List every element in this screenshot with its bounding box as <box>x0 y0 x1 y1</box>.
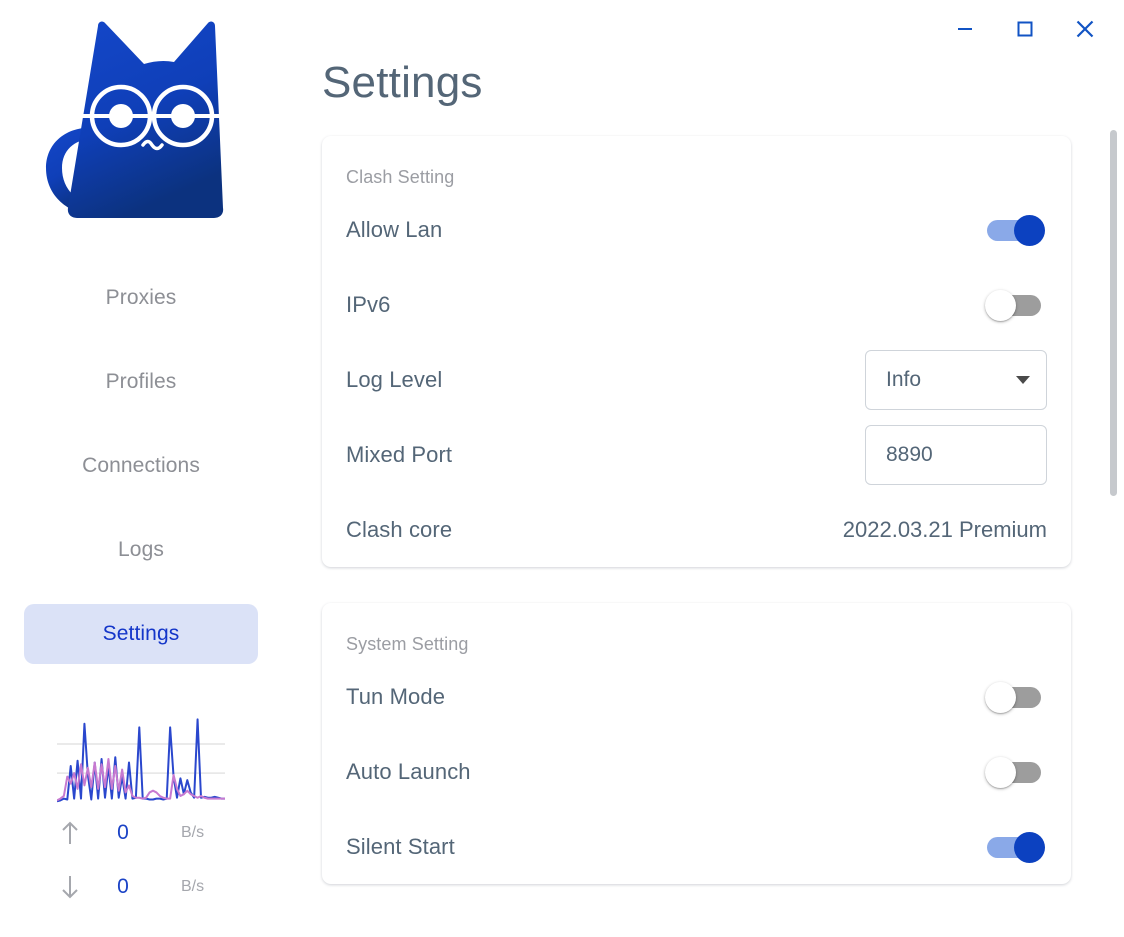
close-icon <box>1076 20 1094 38</box>
sidebar-item-logs[interactable]: Logs <box>24 520 258 580</box>
sidebar-item-label: Logs <box>118 538 164 561</box>
ipv6-switch[interactable] <box>985 286 1047 324</box>
switch-knob <box>985 289 1016 321</box>
row-label: Mixed Port <box>346 441 453 467</box>
upload-rate-row: 0 B/s <box>55 806 227 860</box>
silent-start-switch[interactable] <box>985 828 1047 866</box>
row-label: Clash core <box>346 516 453 542</box>
sidebar-item-label: Proxies <box>105 286 177 309</box>
arrow-down-icon <box>57 874 83 900</box>
mixed-port-input[interactable] <box>865 424 1047 485</box>
row-label: Silent Start <box>346 833 455 859</box>
setting-row-clash-core: Clash core 2022.03.21 Premium <box>346 492 1047 567</box>
sidebar: Proxies Profiles Connections Logs Settin… <box>0 0 282 937</box>
close-button[interactable] <box>1068 12 1102 46</box>
main-content: Settings Clash Setting Allow Lan IPv6 Lo… <box>282 0 1124 937</box>
setting-row-tun-mode: Tun Mode <box>346 659 1047 734</box>
sidebar-item-label: Settings <box>102 622 180 645</box>
clash-setting-card: Clash Setting Allow Lan IPv6 Log Level <box>322 136 1071 567</box>
sidebar-item-label: Profiles <box>105 370 177 393</box>
traffic-chart <box>57 710 225 806</box>
setting-row-auto-launch: Auto Launch <box>346 734 1047 809</box>
auto-launch-switch[interactable] <box>985 753 1047 791</box>
window-controls <box>864 0 1124 58</box>
switch-knob <box>1014 831 1045 863</box>
allow-lan-switch[interactable] <box>985 211 1047 249</box>
setting-row-mixed-port: Mixed Port <box>346 417 1047 492</box>
row-label: Log Level <box>346 366 443 392</box>
setting-row-allow-lan: Allow Lan <box>346 192 1047 267</box>
maximize-icon <box>1017 21 1033 37</box>
scrollbar-thumb[interactable] <box>1110 130 1117 496</box>
row-label: Allow Lan <box>346 216 443 242</box>
sidebar-item-label: Connections <box>82 454 200 477</box>
sidebar-nav: Proxies Profiles Connections Logs Settin… <box>0 268 282 688</box>
sidebar-item-connections[interactable]: Connections <box>24 436 258 496</box>
row-label: Auto Launch <box>346 758 471 784</box>
download-rate-value: 0 <box>117 875 129 898</box>
minimize-button[interactable] <box>948 12 982 46</box>
switch-knob <box>985 681 1016 713</box>
row-label: Tun Mode <box>346 683 446 709</box>
log-level-value: Info <box>886 367 922 391</box>
card-title: Clash Setting <box>346 167 455 187</box>
chevron-down-icon <box>1016 375 1030 384</box>
minimize-icon <box>958 28 972 30</box>
download-rate-unit: B/s <box>181 878 205 895</box>
download-rate-row: 0 B/s <box>55 860 227 914</box>
setting-row-silent-start: Silent Start <box>346 809 1047 884</box>
row-label: IPv6 <box>346 291 391 317</box>
upload-rate-value: 0 <box>117 821 129 844</box>
card-title: System Setting <box>346 634 469 654</box>
setting-row-ipv6: IPv6 <box>346 267 1047 342</box>
switch-knob <box>1014 214 1045 246</box>
clash-cat-logo-icon <box>46 21 224 218</box>
switch-knob <box>985 756 1016 788</box>
app-logo <box>36 14 246 228</box>
traffic-chart-svg <box>57 718 225 803</box>
scrollbar[interactable] <box>1109 0 1119 937</box>
setting-row-log-level: Log Level Info <box>346 342 1047 417</box>
maximize-button[interactable] <box>1008 12 1042 46</box>
log-level-select[interactable]: Info <box>865 349 1047 410</box>
sidebar-item-proxies[interactable]: Proxies <box>24 268 258 328</box>
clash-core-version: 2022.03.21 Premium <box>842 516 1047 542</box>
traffic-widget: 0 B/s 0 B/s <box>36 710 246 914</box>
sidebar-item-settings[interactable]: Settings <box>24 604 258 664</box>
arrow-up-icon <box>57 820 83 846</box>
system-setting-card: System Setting Tun Mode Auto Launch Sile… <box>322 603 1071 884</box>
sidebar-item-profiles[interactable]: Profiles <box>24 352 258 412</box>
page-title: Settings <box>322 58 483 107</box>
upload-rate-unit: B/s <box>181 824 205 841</box>
tun-mode-switch[interactable] <box>985 678 1047 716</box>
